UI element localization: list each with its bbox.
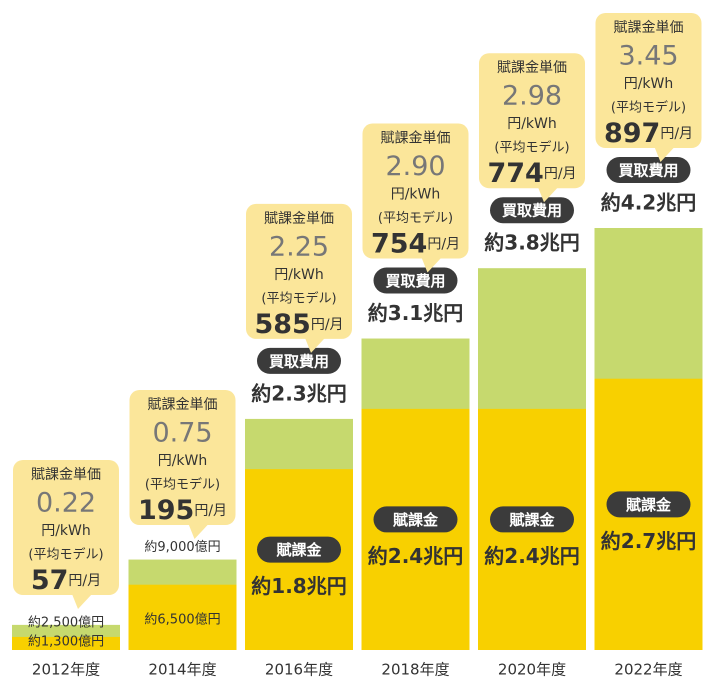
badge <box>606 157 691 183</box>
value-label: 約1.8兆円 <box>251 574 346 598</box>
value-label: 約2.4兆円 <box>484 544 579 568</box>
x-tick-label: 2020年度 <box>498 661 566 679</box>
x-tick-label: 2016年度 <box>265 661 333 679</box>
value-label: 約2.7兆円 <box>601 529 696 553</box>
badge <box>490 506 574 533</box>
monthly-value: 195 <box>138 495 194 526</box>
value-label: 約2.3兆円 <box>251 381 346 405</box>
bar <box>12 636 120 650</box>
callout-box <box>246 203 352 339</box>
x-tick-label: 2014年度 <box>148 661 216 679</box>
monthly-unit: 円/月 <box>427 237 460 253</box>
monthly-value: 754 <box>371 228 427 259</box>
unit-price: 2.90 <box>385 151 445 182</box>
callout-title: 賦課金単価 <box>614 20 684 36</box>
value-label: 約2,500億円 <box>28 615 104 631</box>
unit-price: 3.45 <box>618 41 678 72</box>
callout-title: 賦課金単価 <box>31 467 101 483</box>
badge <box>257 347 341 374</box>
monthly: 774円/月 <box>487 158 576 189</box>
unit-price: 0.22 <box>36 488 96 519</box>
badge <box>373 267 458 294</box>
callout-title: 賦課金単価 <box>148 397 218 413</box>
unit-price-unit: 円/kWh <box>507 116 557 132</box>
x-tick-label: 2022年度 <box>614 661 682 679</box>
monthly: 585円/月 <box>254 308 343 339</box>
unit-price-unit: 円/kWh <box>274 267 324 283</box>
value-label: 約3.8兆円 <box>484 231 579 255</box>
value-label: 約3.1兆円 <box>368 301 463 325</box>
badge-label: 買取費用 <box>502 202 562 220</box>
monthly-unit: 円/月 <box>544 166 577 182</box>
monthly-value: 897 <box>604 118 660 149</box>
bar <box>128 584 237 650</box>
value-label: 約2.4兆円 <box>368 544 463 568</box>
callout-box <box>479 53 585 189</box>
badge <box>606 491 691 518</box>
monthly-value: 774 <box>487 158 543 189</box>
monthly: 897円/月 <box>604 118 693 149</box>
monthly: 57円/月 <box>31 565 101 596</box>
model-label: (平均モデル) <box>145 477 220 493</box>
badge-label: 賦課金 <box>392 511 439 529</box>
model-label: (平均モデル) <box>261 290 336 306</box>
monthly: 195円/月 <box>138 495 227 526</box>
unit-price: 0.75 <box>152 418 212 449</box>
badge-label: 買取費用 <box>269 352 329 370</box>
monthly-unit: 円/月 <box>68 573 101 589</box>
callout-title: 賦課金単価 <box>264 211 334 227</box>
monthly-value: 585 <box>254 308 310 339</box>
value-label: 約9,000億円 <box>144 539 220 555</box>
callout-pointer <box>305 337 325 353</box>
value-label: 約4.2兆円 <box>601 191 696 215</box>
callout-title: 賦課金単価 <box>497 60 567 76</box>
callout-title: 賦課金単価 <box>381 131 451 147</box>
value-label: 約6,500億円 <box>144 612 220 628</box>
unit-price-unit: 円/kWh <box>624 76 674 92</box>
callout-pointer <box>654 147 675 162</box>
model-label: (平均モデル) <box>611 100 686 116</box>
callout-pointer <box>188 524 209 539</box>
callout-pointer <box>72 594 92 609</box>
badge-label: 買取費用 <box>385 272 445 290</box>
monthly: 754円/月 <box>371 228 460 259</box>
callout-pointer <box>421 257 442 273</box>
monthly-unit: 円/月 <box>194 503 227 519</box>
callout-box <box>362 123 469 259</box>
x-tick-label: 2018年度 <box>381 661 449 679</box>
monthly-value: 57 <box>31 565 69 596</box>
unit-price: 2.25 <box>269 231 329 262</box>
badge-label: 買取費用 <box>618 162 678 180</box>
badge-label: 賦課金 <box>625 496 672 514</box>
model-label: (平均モデル) <box>28 547 103 563</box>
badge <box>373 506 458 533</box>
unit-price-unit: 円/kWh <box>158 453 208 469</box>
model-label: (平均モデル) <box>378 210 453 226</box>
unit-price-unit: 円/kWh <box>41 523 91 539</box>
callout-box <box>13 460 119 595</box>
value-label: 約1,300億円 <box>28 634 104 650</box>
monthly-unit: 円/月 <box>311 317 344 333</box>
unit-price: 2.98 <box>502 81 562 112</box>
callout-box <box>129 390 236 525</box>
badge-label: 賦課金 <box>275 541 322 559</box>
monthly-unit: 円/月 <box>660 126 693 142</box>
model-label: (平均モデル) <box>494 140 569 156</box>
callout-pointer <box>538 187 558 203</box>
x-tick-label: 2012年度 <box>32 661 100 679</box>
badge-label: 賦課金 <box>508 511 555 529</box>
unit-price-unit: 円/kWh <box>391 187 441 203</box>
callout-box <box>595 13 702 148</box>
badge <box>257 536 341 563</box>
badge <box>490 197 574 224</box>
